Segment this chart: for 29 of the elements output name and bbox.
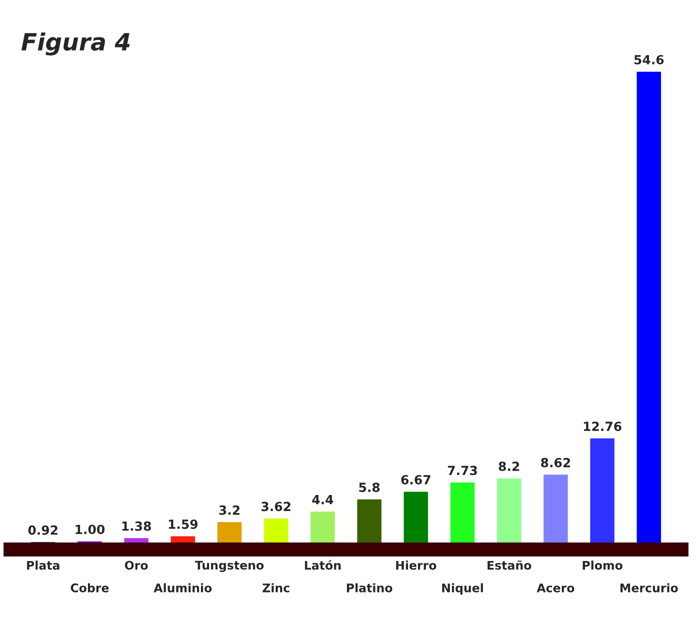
data-label: 5.8 [359, 482, 380, 492]
data-label: 12.76 [584, 422, 622, 432]
data-label: 8.62 [541, 458, 570, 468]
data-label: 7.73 [448, 466, 477, 476]
data-label: 1.59 [168, 520, 198, 529]
data-label: 0.92 [28, 525, 58, 535]
x-tick-label: Cobre [70, 583, 109, 592]
data-label: 3.2 [219, 505, 240, 515]
x-tick-label: Niquel [442, 583, 483, 595]
data-label: 3.62 [262, 502, 290, 512]
x-tick-label: Plomo [582, 560, 622, 570]
x-tick-label: Zinc [262, 583, 290, 592]
data-label: 1.38 [122, 521, 151, 531]
x-tick-label: Oro [124, 560, 148, 570]
chart-title: Figura 4 [21, 32, 130, 56]
x-tick-label: Acero [536, 584, 574, 592]
x-tick-label: Aluminio [154, 583, 212, 592]
x-tick-label: Mercurio [620, 583, 678, 592]
x-tick-label: Platino [346, 583, 392, 592]
data-label: 6.67 [401, 475, 430, 484]
x-tick-label: Hierro [396, 560, 436, 570]
data-label: 54.6 [634, 54, 664, 64]
x-tick-label: Latón [304, 560, 341, 570]
x-tick-label: Tungsteno [194, 560, 264, 572]
x-tick-label: Estaño [488, 560, 532, 570]
data-label: 4.4 [312, 495, 334, 504]
data-label: 1.00 [76, 524, 105, 534]
data-label: 8.2 [498, 462, 520, 472]
x-tick-label: Plata [27, 560, 60, 570]
